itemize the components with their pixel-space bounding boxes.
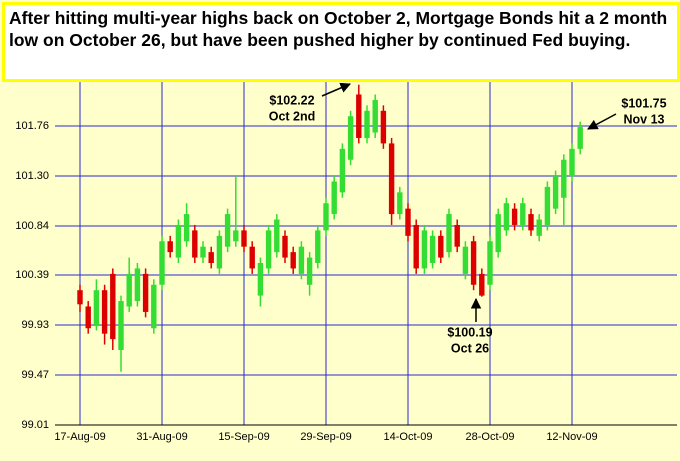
candle-body — [487, 241, 493, 285]
candle-body — [192, 230, 198, 258]
candle-body — [323, 203, 329, 231]
annotation: Oct 26 — [451, 341, 489, 355]
candle-body — [290, 252, 296, 269]
candle-body — [200, 246, 206, 258]
candle-body — [421, 230, 428, 269]
candle-body — [470, 241, 477, 285]
y-tick-label: 101.76 — [15, 120, 49, 132]
candle-body — [298, 246, 305, 274]
candle-body — [577, 127, 583, 149]
candle-body — [118, 301, 124, 350]
candle-body — [438, 235, 444, 258]
candle-body — [175, 224, 182, 258]
y-tick-label: 101.30 — [15, 170, 49, 182]
x-tick-label: 14-Oct-09 — [384, 431, 433, 443]
candle-body — [569, 148, 575, 177]
candle-body — [528, 214, 534, 231]
candle-body — [536, 219, 542, 236]
candle-body — [356, 94, 362, 138]
x-tick-label: 15-Sep-09 — [218, 431, 269, 443]
annotation: $100.19 — [447, 325, 492, 339]
candle-body — [446, 214, 452, 253]
candle-body — [183, 214, 190, 242]
candle-body — [413, 224, 419, 269]
y-tick-label: 99.47 — [21, 369, 49, 381]
candle-body — [405, 208, 411, 236]
candle-body — [216, 235, 223, 269]
candle-body — [520, 203, 526, 225]
annotation: Oct 2nd — [269, 109, 316, 123]
candle-body — [372, 99, 378, 133]
candle-body — [265, 230, 272, 269]
candle-body — [85, 306, 91, 329]
candle-body — [101, 290, 108, 334]
candle-body — [454, 224, 460, 247]
annotation-arrow — [587, 113, 617, 130]
candle-body — [142, 273, 149, 312]
annotation: $102.22 — [269, 93, 314, 107]
annotation: $101.75 — [621, 96, 666, 110]
candle-body — [462, 246, 469, 274]
candle-body — [134, 268, 141, 302]
candle-body — [257, 263, 264, 296]
annotation-arrow — [321, 82, 351, 97]
candle-body — [380, 110, 387, 144]
candle-body — [429, 235, 436, 264]
candle-body — [282, 235, 288, 258]
candle-body — [208, 252, 214, 264]
candle-body — [167, 241, 173, 253]
y-tick-label: 100.39 — [15, 269, 49, 281]
candle-body — [339, 148, 346, 193]
candle-body — [233, 230, 239, 242]
y-tick-label: 99.01 — [21, 419, 49, 431]
x-tick-label: 12-Nov-09 — [546, 431, 597, 443]
y-tick-label: 100.84 — [15, 220, 49, 232]
candle-body — [552, 176, 559, 209]
candle-body — [306, 257, 313, 285]
candle-body — [93, 290, 100, 327]
candle-body — [388, 143, 395, 215]
x-tick-label: 29-Sep-09 — [300, 431, 351, 443]
y-tick-label: 99.93 — [21, 319, 49, 331]
candle-body — [315, 230, 321, 264]
candle-body — [347, 116, 354, 160]
candle-body — [479, 273, 485, 296]
candle-body — [249, 246, 255, 269]
candle-body — [331, 181, 337, 215]
candle-body — [126, 273, 132, 307]
candle-body — [274, 219, 280, 253]
x-tick-label: 28-Oct-09 — [466, 431, 515, 443]
candle-body — [511, 208, 518, 225]
candle-body — [544, 186, 551, 225]
candle-body — [397, 192, 403, 215]
candle-body — [224, 214, 231, 247]
x-tick-label: 31-Aug-09 — [136, 431, 187, 443]
candle-body — [364, 110, 370, 138]
candle-body — [151, 284, 157, 329]
candle-body — [503, 203, 510, 231]
candle-body — [159, 241, 165, 285]
candle-body — [495, 214, 501, 253]
candle-body — [77, 290, 83, 305]
candle-body — [110, 273, 116, 340]
chart-title: After hitting multi-year highs back on O… — [2, 2, 680, 82]
candle-body — [561, 159, 567, 198]
candle-body — [241, 230, 247, 247]
annotation: Nov 13 — [624, 112, 665, 126]
x-tick-label: 17-Aug-09 — [54, 431, 105, 443]
